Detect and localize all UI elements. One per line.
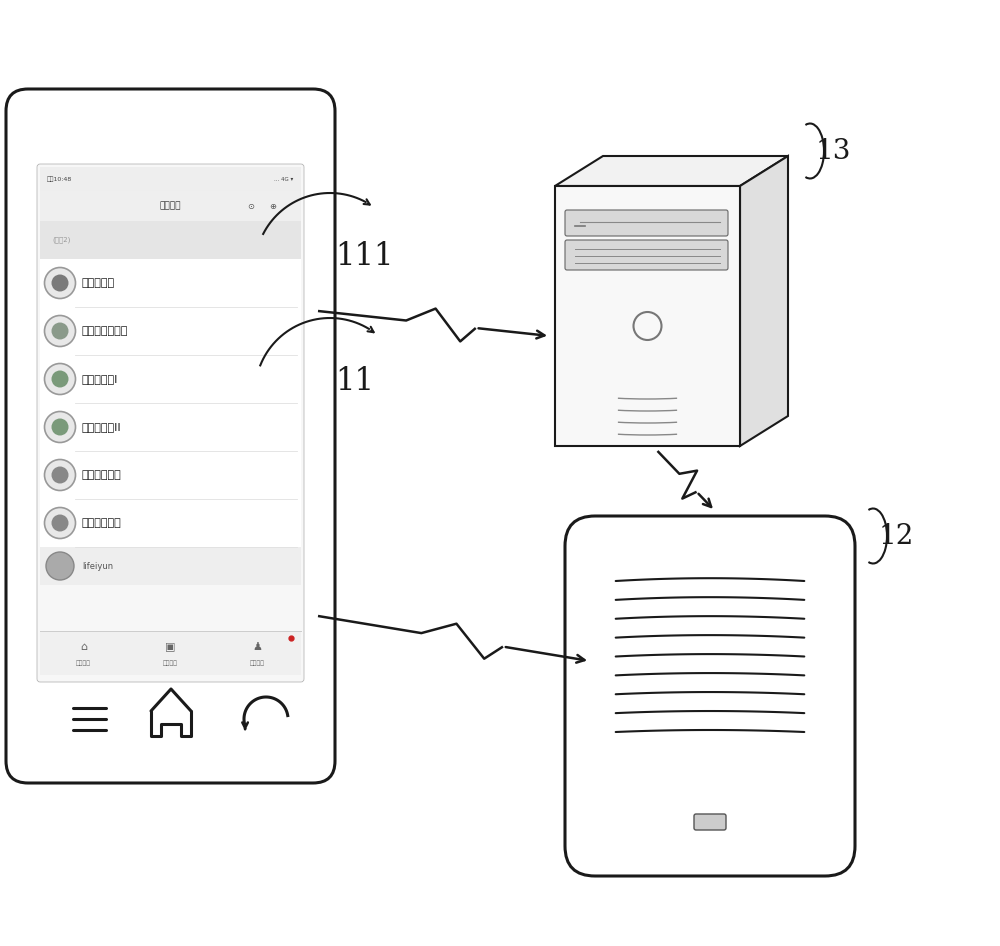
- Text: 111: 111: [335, 240, 394, 272]
- FancyBboxPatch shape: [565, 210, 728, 236]
- FancyBboxPatch shape: [37, 164, 304, 682]
- Text: ⊕: ⊕: [270, 201, 277, 211]
- Text: 小米路由: 小米路由: [163, 660, 178, 666]
- Text: 智能净水器II: 智能净水器II: [82, 422, 122, 432]
- Circle shape: [44, 507, 76, 538]
- Circle shape: [52, 371, 68, 388]
- Circle shape: [52, 323, 68, 340]
- Bar: [40, 191, 301, 221]
- FancyBboxPatch shape: [565, 240, 728, 270]
- Text: 个人中心: 个人中心: [250, 660, 265, 666]
- Circle shape: [46, 552, 74, 580]
- Bar: [40, 403, 301, 451]
- Circle shape: [52, 274, 68, 291]
- Circle shape: [44, 412, 76, 443]
- Bar: [40, 167, 301, 191]
- Bar: [555, 186, 740, 446]
- FancyBboxPatch shape: [565, 516, 855, 876]
- Text: 我的设备: 我的设备: [76, 660, 91, 666]
- Bar: [40, 451, 301, 499]
- Circle shape: [52, 466, 68, 483]
- Circle shape: [52, 515, 68, 532]
- Circle shape: [44, 363, 76, 394]
- Bar: [40, 631, 301, 675]
- Bar: [40, 221, 301, 259]
- Circle shape: [52, 418, 68, 435]
- Text: 智能电视盒子: 智能电视盒子: [82, 518, 122, 528]
- Text: 11: 11: [335, 365, 374, 396]
- Text: 智能净水器I: 智能净水器I: [82, 374, 118, 384]
- Bar: [40, 547, 301, 585]
- Text: ▣: ▣: [165, 642, 176, 652]
- Text: 我的设备: 我的设备: [160, 201, 181, 211]
- FancyBboxPatch shape: [6, 89, 335, 783]
- Bar: [40, 307, 301, 355]
- Polygon shape: [740, 156, 788, 446]
- Text: 智能开发板: 智能开发板: [82, 278, 115, 288]
- Text: ⌂: ⌂: [80, 642, 87, 652]
- Circle shape: [44, 268, 76, 299]
- Circle shape: [44, 460, 76, 490]
- Text: 13: 13: [816, 137, 851, 165]
- Text: ... 4G ▾: ... 4G ▾: [274, 177, 293, 182]
- Text: 上午10:48: 上午10:48: [47, 176, 72, 182]
- Polygon shape: [555, 156, 788, 186]
- Text: 智能移动电源: 智能移动电源: [82, 470, 122, 480]
- Bar: [40, 259, 301, 307]
- Text: ⊙: ⊙: [248, 201, 255, 211]
- Text: 智能空气净化器: 智能空气净化器: [82, 326, 128, 336]
- Bar: [40, 355, 301, 403]
- Text: lifeiyun: lifeiyun: [82, 562, 113, 570]
- Text: 12: 12: [879, 522, 914, 550]
- Circle shape: [44, 316, 76, 346]
- FancyBboxPatch shape: [694, 814, 726, 830]
- Bar: [40, 499, 301, 547]
- Text: ♟: ♟: [252, 642, 262, 652]
- Text: (设备2): (设备2): [52, 236, 70, 243]
